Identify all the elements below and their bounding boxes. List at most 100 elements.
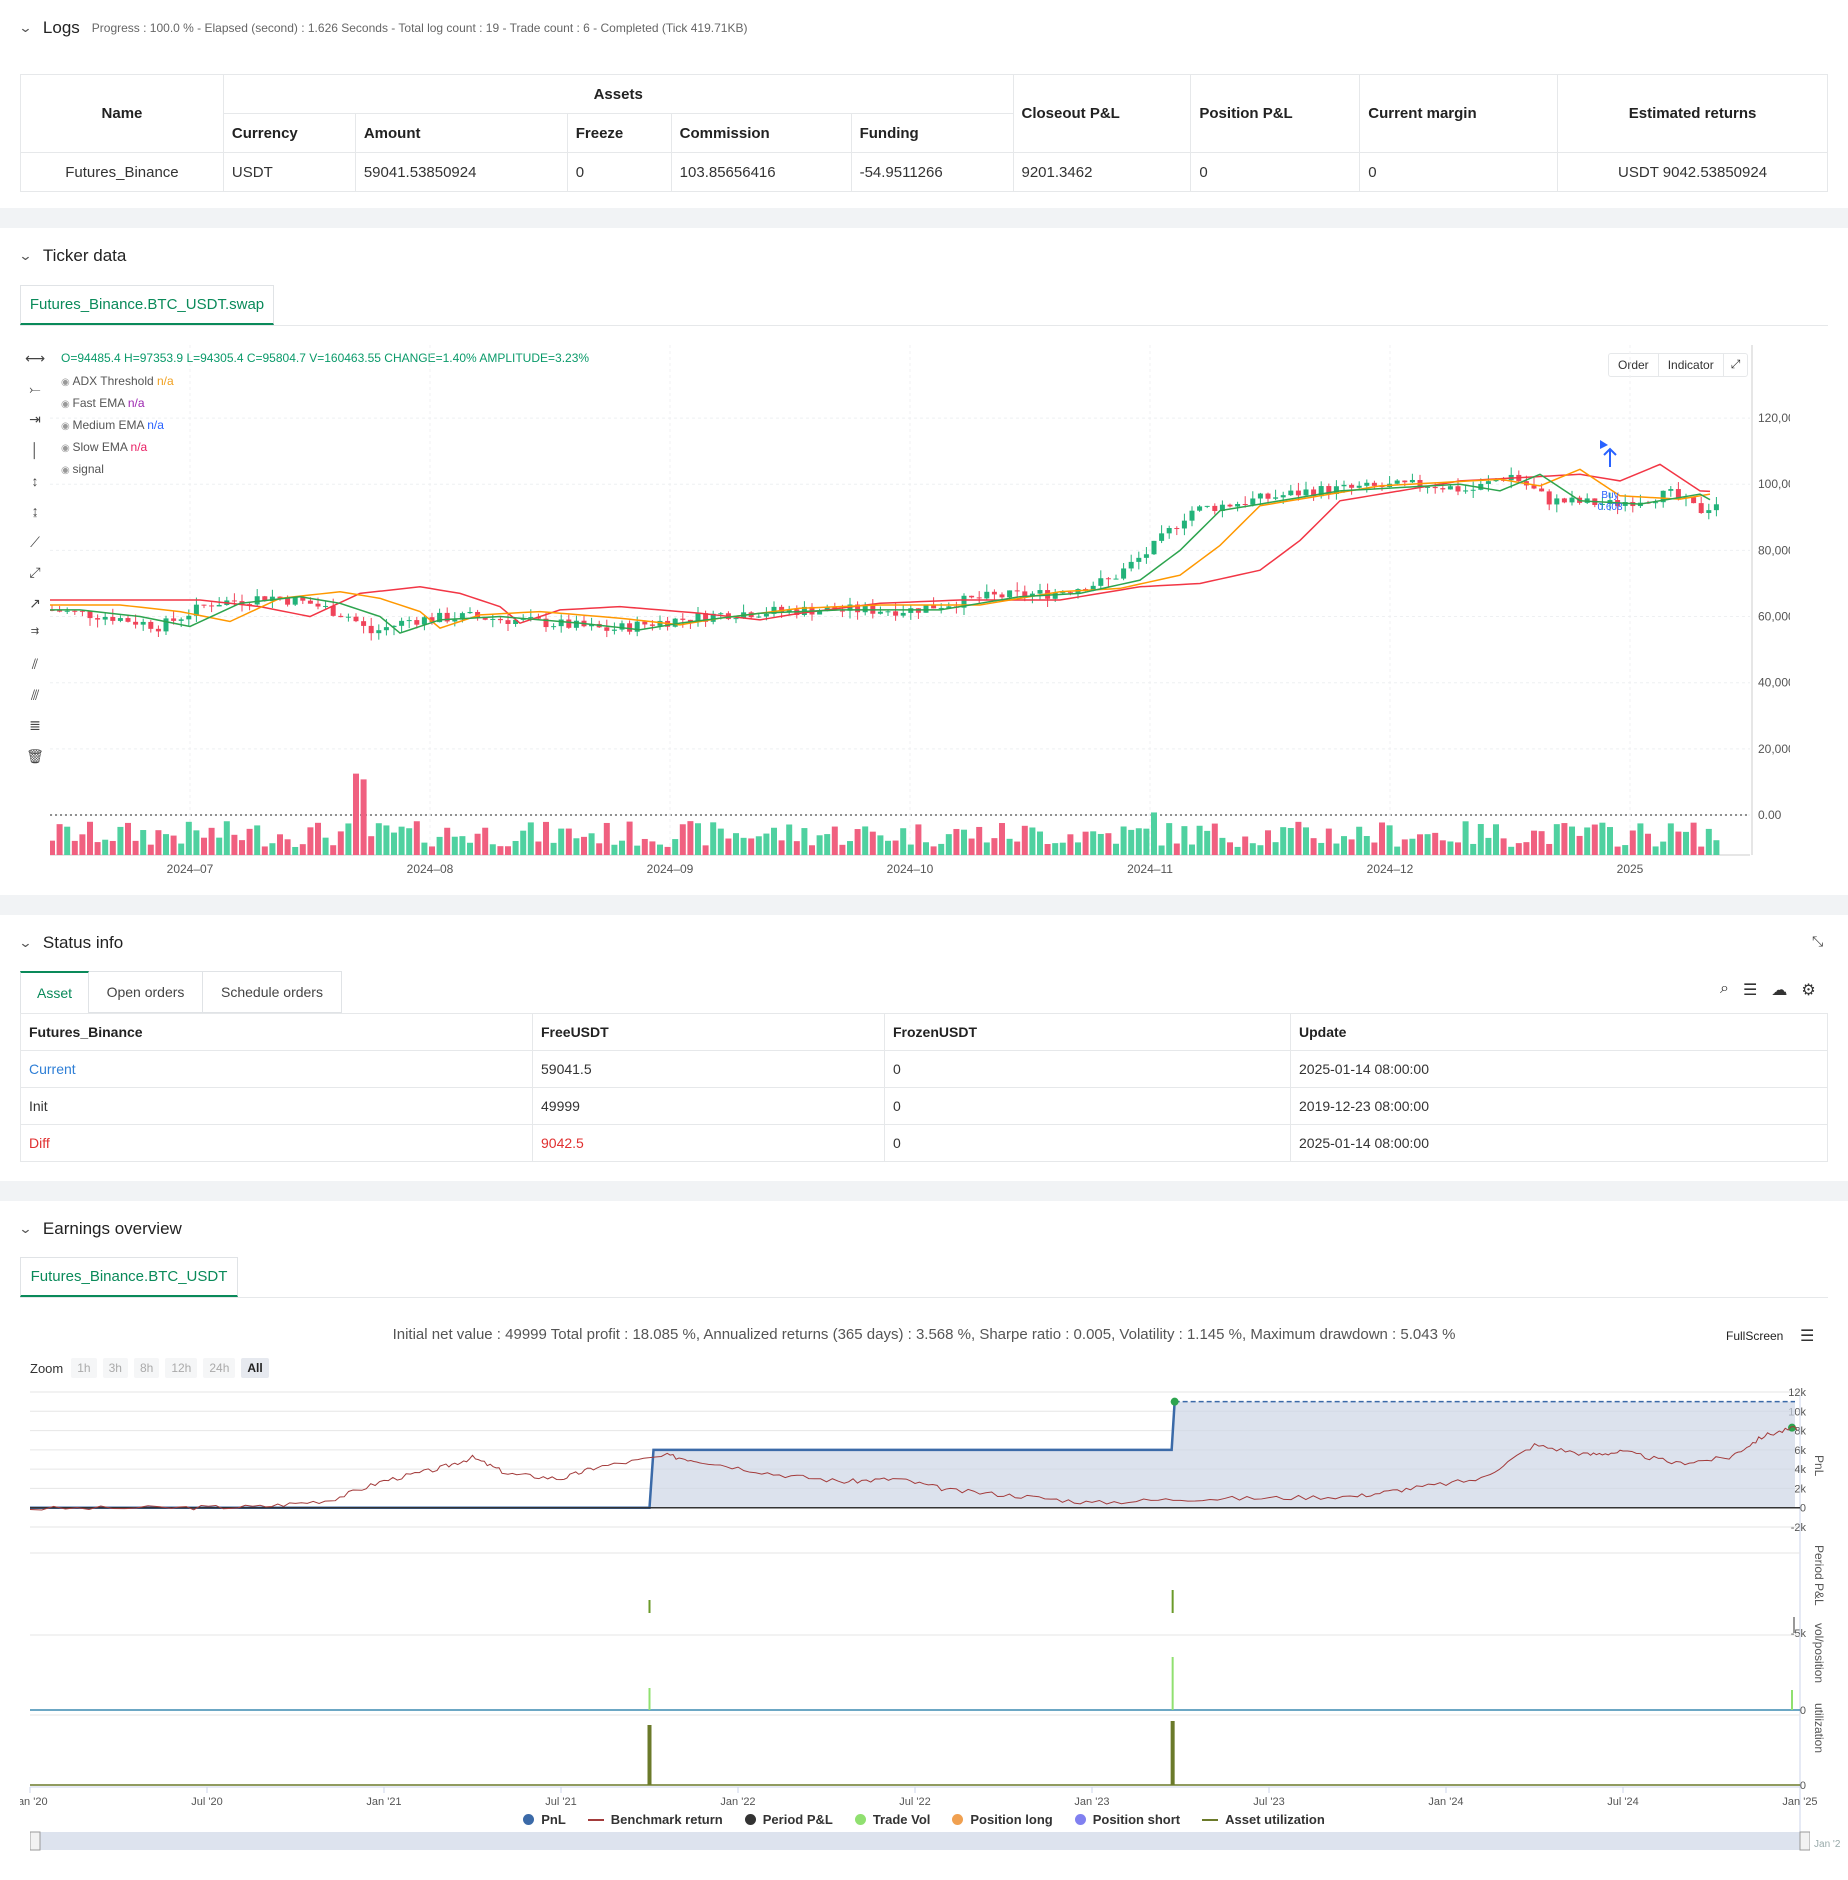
legend-period-p-l[interactable]: Period P&L — [744, 1812, 833, 1827]
candle-body — [1447, 486, 1453, 490]
candle-body — [338, 615, 344, 618]
cloud-download-icon[interactable]: ☁ — [1771, 982, 1788, 999]
vertical-ray-icon[interactable]: ↕ — [31, 473, 39, 489]
candle-body — [482, 617, 488, 620]
volume-bar — [1037, 831, 1043, 855]
volume-bar — [1021, 825, 1028, 855]
eye-icon[interactable]: ◉ — [61, 443, 73, 454]
trend-line-icon[interactable]: ⟋ — [30, 534, 40, 550]
chevron-down-icon: ⌄ — [18, 1221, 33, 1236]
ticker-header[interactable]: ⌄ Ticker data — [18, 246, 126, 266]
legend-position-short[interactable]: Position short — [1074, 1812, 1180, 1827]
zoom-8h-button[interactable]: 8h — [133, 1358, 160, 1378]
indicator-value: n/a — [153, 374, 174, 388]
tab-open-orders[interactable]: Open orders — [89, 971, 203, 1013]
zoom-1h-button[interactable]: 1h — [71, 1358, 97, 1378]
tab-schedule-orders[interactable]: Schedule orders — [203, 971, 342, 1013]
expand-icon[interactable]: ⤢ — [1730, 357, 1741, 371]
trend-angle-icon[interactable]: ⇥ — [29, 411, 41, 427]
gear-icon[interactable]: ⚙ — [1801, 982, 1816, 999]
indicator-button[interactable]: Indicator — [1659, 354, 1724, 376]
horizontal-line-icon[interactable]: ⟷ — [24, 350, 46, 366]
candle-body — [307, 600, 313, 604]
zoom-12h-button[interactable]: 12h — [165, 1358, 198, 1378]
indicator-slow-ema[interactable]: ◉ Slow EMA n/a — [61, 437, 174, 459]
zoom-all-button[interactable]: All — [241, 1358, 269, 1378]
legend-asset-utilization[interactable]: Asset utilization — [1202, 1812, 1325, 1827]
eye-icon[interactable]: ◉ — [61, 421, 73, 432]
volume-bar — [1698, 846, 1705, 855]
col-currency: Currency — [222, 113, 356, 153]
candle-body — [1531, 485, 1537, 489]
candle-body — [984, 591, 990, 599]
volume-bar — [1303, 827, 1309, 855]
panel-label: utilization — [1812, 1703, 1826, 1753]
volume-bar — [634, 845, 641, 855]
collapse-icon[interactable]: ⤡ — [1812, 933, 1824, 949]
eye-icon[interactable]: ◉ — [61, 465, 73, 476]
volume-bar — [246, 828, 253, 855]
logs-header[interactable]: ⌄ Logs Progress : 100.0 % - Elapsed (sec… — [18, 18, 747, 38]
tab-asset[interactable]: Asset — [20, 971, 89, 1013]
horizontal-ray-icon[interactable]: ⤚ — [29, 381, 41, 397]
price-label-icon[interactable]: ⇉ — [30, 626, 40, 637]
candle-body — [277, 596, 283, 599]
fullscreen-button[interactable]: FullScreen — [1726, 1329, 1784, 1343]
candle-body — [961, 595, 967, 608]
legend-trade-vol[interactable]: Trade Vol — [854, 1812, 930, 1827]
search-icon[interactable]: ⌕ — [1720, 980, 1729, 997]
order-button[interactable]: Order — [1609, 354, 1659, 376]
pitchfork-icon[interactable]: ⫻ — [30, 687, 40, 703]
ohlc-readout: O=94485.4 H=97353.9 L=94305.4 C=95804.7 … — [61, 351, 590, 365]
volume-bar — [178, 843, 185, 855]
volume-bar — [938, 843, 945, 855]
tab-earnings-symbol[interactable]: Futures_Binance.BTC_USDT — [20, 1257, 238, 1297]
volume-bar — [383, 825, 390, 855]
indicator-name: ADX Threshold — [72, 374, 154, 388]
menu-icon[interactable]: ☰ — [1800, 1328, 1815, 1345]
fibonacci-icon[interactable]: ≣ — [29, 717, 41, 733]
divider — [0, 208, 1848, 228]
navigator-scrollbar[interactable] — [30, 1830, 1810, 1852]
volume-bar — [687, 821, 694, 855]
indicator-adx-threshold[interactable]: ◉ ADX Threshold n/a — [61, 371, 174, 393]
indicator-medium-ema[interactable]: ◉ Medium EMA n/a — [61, 415, 174, 437]
legend-position-long[interactable]: Position long — [952, 1812, 1053, 1827]
candle-body — [292, 597, 298, 605]
candle-body — [1706, 510, 1712, 514]
volume-bar — [558, 828, 565, 855]
zoom-24h-button[interactable]: 24h — [203, 1358, 236, 1378]
zoom-3h-button[interactable]: 3h — [102, 1358, 128, 1378]
eye-icon[interactable]: ◉ — [61, 377, 73, 388]
volume-bar — [1044, 844, 1051, 855]
indicator-signal[interactable]: ◉ signal — [61, 459, 174, 481]
volume-bar — [261, 846, 268, 855]
candlestick-chart[interactable]: 120,000.00 100,000.00 80,000.00 60,000.00 40… — [50, 345, 1790, 875]
vertical-line-icon[interactable]: │ — [30, 442, 40, 458]
y-tick-label: 0.00 — [1758, 808, 1782, 822]
candle-body — [938, 607, 944, 609]
indicator-fast-ema[interactable]: ◉ Fast EMA n/a — [61, 393, 174, 415]
extended-line-icon[interactable]: ↗ — [29, 595, 41, 611]
eye-icon[interactable]: ◉ — [61, 399, 73, 410]
trash-icon[interactable]: 🗑 — [26, 748, 44, 764]
volume-bar — [748, 838, 755, 855]
line-marker-icon — [587, 1818, 604, 1821]
menu-icon[interactable]: ☰ — [1742, 982, 1758, 999]
row-current-label[interactable]: Current — [20, 1050, 533, 1088]
ray-line-icon[interactable]: ⤢ — [29, 564, 41, 580]
volume-bar — [1325, 828, 1332, 855]
candle-body — [1569, 497, 1575, 503]
earnings-header[interactable]: ⌄ Earnings overview — [18, 1219, 181, 1239]
volume-bar — [406, 828, 413, 855]
status-header[interactable]: ⌄ Status info — [18, 933, 123, 953]
table-row: Current 59041.5 0 2025-01-14 08:00:00 — [20, 1050, 1828, 1088]
vertical-segment-icon[interactable]: ↨ — [31, 503, 39, 519]
candle-body — [72, 610, 78, 612]
legend-benchmark-return[interactable]: Benchmark return — [587, 1812, 723, 1827]
tab-ticker-symbol[interactable]: Futures_Binance.BTC_USDT.swap — [20, 285, 274, 325]
legend-pnl[interactable]: PnL — [523, 1812, 566, 1827]
parallel-channel-icon[interactable]: ⫽ — [31, 656, 39, 672]
col-freeze: Freeze — [566, 113, 672, 153]
